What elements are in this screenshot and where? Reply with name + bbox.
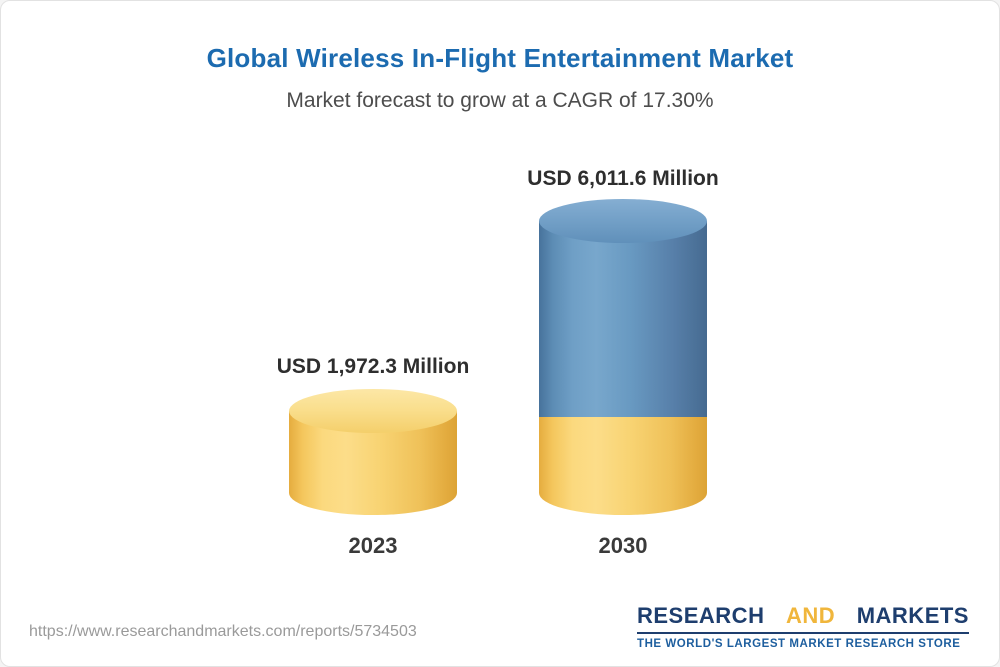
- research-and-markets-logo: RESEARCH AND MARKETS THE WORLD'S LARGEST…: [637, 603, 969, 650]
- value-label-2023: USD 1,972.3 Million: [276, 355, 470, 378]
- source-url: https://www.researchandmarkets.com/repor…: [29, 623, 417, 640]
- category-label-2030: 2030: [598, 533, 648, 558]
- logo-word-research: RESEARCH: [637, 603, 765, 628]
- logo-divider-line: [637, 632, 969, 634]
- value-label-2030: USD 6,011.6 Million: [527, 167, 719, 190]
- logo-tagline: THE WORLD'S LARGEST MARKET RESEARCH STOR…: [637, 638, 961, 650]
- cylinder-cap-2023: [289, 389, 457, 433]
- logo-word-markets: MARKETS: [856, 603, 969, 628]
- category-label-2023: 2023: [348, 533, 398, 558]
- cylinder-cap-2030: [539, 199, 707, 243]
- logo-wordmark: RESEARCH AND MARKETS: [637, 603, 969, 629]
- logo-word-and: AND: [786, 603, 836, 628]
- cylinder-growth-segment-2030: [539, 221, 707, 417]
- chart-title: Global Wireless In-Flight Entertainment …: [206, 43, 794, 73]
- cylinder-base-segment-2030: [539, 417, 707, 515]
- chart-subtitle: Market forecast to grow at a CAGR of 17.…: [286, 89, 714, 112]
